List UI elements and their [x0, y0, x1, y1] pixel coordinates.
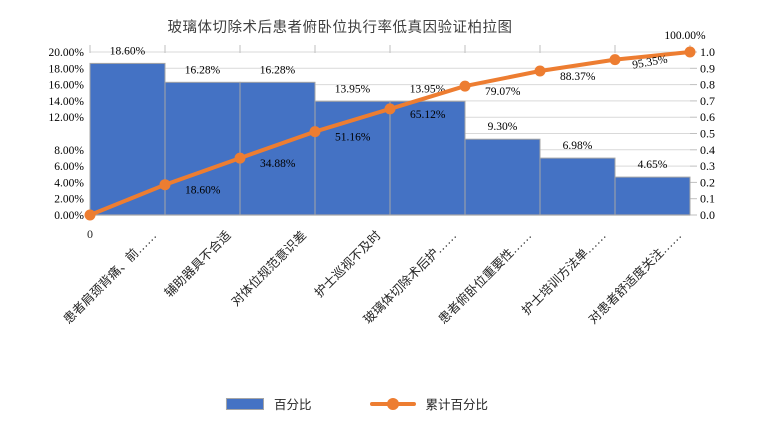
legend: 百分比 累计百分比: [225, 394, 489, 413]
bar-value-label: 18.60%: [110, 45, 146, 57]
bar: [164, 81, 241, 216]
line-marker-swatch-icon: [369, 397, 416, 410]
bar: [539, 157, 616, 216]
right-axis-tick-label: 0.3: [700, 159, 715, 173]
cumulative-markers: [84, 46, 696, 221]
left-axis-labels: 20.00% 18.00% 16.00% 14.00% 12.00% 8.00% 6.00%…: [49, 47, 85, 222]
left-axis-tick-label: 14.00%: [49, 96, 85, 108]
line-marker: [609, 54, 621, 66]
right-axis-tick-label: 0.1: [700, 192, 715, 206]
bar: [389, 100, 466, 216]
left-axis-tick-label: 4.00%: [54, 177, 84, 189]
right-axis-tick-label: 0.5: [700, 127, 715, 141]
line-marker: [534, 65, 546, 77]
right-axis-labels: 1.0 0.9 0.8 0.7 0.6 0.5 0.4 0.3 0.2 0.1 0.0: [700, 45, 715, 222]
bar-value-label: 16.28%: [260, 64, 296, 76]
right-axis-tick-label: 0.4: [700, 143, 715, 157]
cumulative-value-label: 18.60%: [185, 185, 221, 197]
cumulative-value-label: 79.07%: [485, 86, 521, 98]
cumulative-value-label: 100.00%: [664, 30, 706, 42]
line-marker: [459, 80, 471, 92]
line-marker: [384, 103, 396, 115]
right-axis-tick-label: 0.0: [700, 208, 715, 222]
top-ticks: [89, 45, 691, 53]
cumulative-labels: 18.60%34.88%51.16%65.12%79.07%88.37%95.3…: [185, 30, 706, 197]
bar-value-label: 13.95%: [410, 83, 446, 95]
left-axis-tick-label: 0.00%: [54, 210, 84, 222]
left-axis-tick-label: 20.00%: [49, 47, 85, 59]
left-axis-tick-label: 2.00%: [54, 194, 84, 206]
legend-item-line: 累计百分比: [369, 394, 489, 413]
right-axis-tick-label: 1.0: [700, 45, 715, 59]
line-marker: [159, 179, 171, 191]
cumulative-value-label: 65.12%: [410, 109, 446, 121]
bar: [89, 62, 166, 216]
left-axis-tick-label: 8.00%: [54, 145, 84, 157]
bar-labels: 18.60% 16.28% 16.28% 13.95% 13.95% 9.30% 6.98%…: [110, 45, 668, 171]
line-marker: [84, 209, 96, 221]
right-axis-tick-label: 0.9: [700, 61, 715, 75]
right-axis-tick-label: 0.2: [700, 175, 715, 189]
legend-line-label: 累计百分比: [425, 398, 489, 412]
bar-value-label: 6.98%: [563, 140, 593, 152]
cumulative-value-label: 51.16%: [335, 132, 371, 144]
cumulative-value-label: 88.37%: [560, 71, 596, 83]
left-axis-tick-label: 6.00%: [54, 161, 84, 173]
left-axis-tick-label: 18.00%: [49, 63, 85, 75]
bar: [239, 81, 316, 216]
bar-series: [89, 62, 691, 216]
bar-swatch-icon: [225, 397, 264, 410]
bar-value-label: 9.30%: [488, 121, 518, 133]
line-marker: [234, 152, 246, 164]
cumulative-value-label: 34.88%: [260, 158, 296, 170]
left-axis-tick-label: 12.00%: [49, 112, 85, 124]
legend-item-bar: 百分比: [225, 394, 312, 413]
right-axis-tick-label: 0.7: [700, 94, 715, 108]
right-axis-tick-label: 0.6: [700, 110, 715, 124]
legend-bar-label: 百分比: [273, 398, 312, 412]
bar-value-label: 16.28%: [185, 64, 221, 76]
chart-title: 玻璃体切除术后患者俯卧位执行率低真因验证柏拉图: [167, 20, 513, 36]
bar: [464, 138, 541, 216]
bar: [614, 176, 691, 216]
bar-value-label: 4.65%: [638, 159, 668, 171]
line-marker: [309, 126, 321, 138]
left-axis-tick-label: 16.00%: [49, 80, 85, 92]
right-axis-tick-label: 0.8: [700, 78, 715, 92]
bar-value-label: 13.95%: [335, 83, 371, 95]
line-marker: [684, 46, 696, 58]
